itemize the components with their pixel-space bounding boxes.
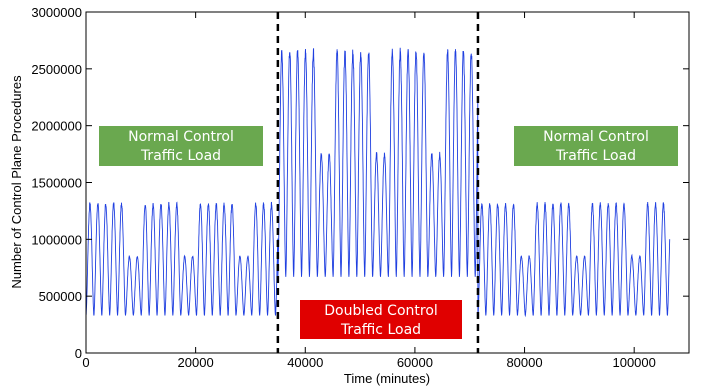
annotation-text: Normal Control	[128, 129, 234, 145]
x-tick-label: 100000	[612, 355, 655, 370]
annotation-text: Traffic Load	[340, 322, 421, 338]
x-tick-label: 80000	[506, 355, 542, 370]
y-tick-label: 1000000	[31, 232, 82, 247]
annotation-box-bg	[300, 300, 462, 339]
y-tick-label: 0	[75, 346, 82, 361]
annotation-box-3: Normal Control Traffic Load	[514, 126, 678, 166]
y-tick-label: 2500000	[31, 62, 82, 77]
y-tick-label: 1500000	[31, 176, 82, 191]
series-layer	[85, 47, 671, 318]
y-tick-label: 2000000	[31, 119, 82, 134]
annotation-text: Traffic Load	[555, 148, 636, 164]
x-tick-label: 60000	[397, 355, 433, 370]
annotation-box-1: Normal Control Traffic Load	[99, 126, 263, 166]
y-tick-label: 3000000	[31, 5, 82, 20]
y-axis-label: Number of Control Plane Procedures	[9, 75, 24, 289]
x-axis-label: Time (minutes)	[344, 371, 430, 386]
x-tick-label: 20000	[178, 355, 214, 370]
annotation-text: Normal Control	[543, 129, 649, 145]
annotation-text: Doubled Control	[324, 303, 438, 319]
annotation-text: Traffic Load	[140, 148, 221, 164]
annotation-box-bg	[99, 126, 263, 166]
x-tick-label: 0	[82, 355, 89, 370]
tick-layer: 0 20000 40000 60000 80000 1000000500000100000…	[31, 5, 689, 370]
y-tick-label: 500000	[39, 289, 82, 304]
annotation-box-bg	[514, 126, 678, 166]
series-line	[85, 47, 671, 318]
x-tick-label: 40000	[287, 355, 323, 370]
divider-lines	[276, 12, 480, 353]
annotation-box-2: Doubled Control Traffic Load	[300, 300, 462, 339]
